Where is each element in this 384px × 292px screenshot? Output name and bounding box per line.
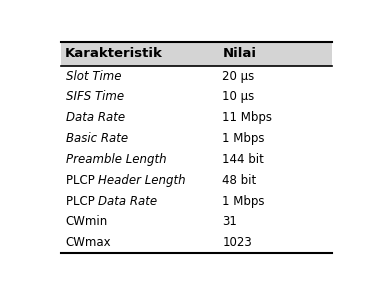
Text: PLCP: PLCP [66, 194, 98, 208]
Text: 1023: 1023 [222, 236, 252, 249]
Text: Nilai: Nilai [222, 47, 257, 60]
Bar [61, 170, 332, 191]
Text: 20 μs: 20 μs [222, 70, 255, 83]
Text: Preamble Length: Preamble Length [66, 153, 166, 166]
Bar [61, 232, 332, 253]
Text: CWmin: CWmin [66, 215, 108, 228]
Bar [61, 128, 332, 149]
Text: SIFS Time: SIFS Time [66, 91, 124, 103]
Bar [61, 66, 332, 86]
Bar [61, 107, 332, 128]
Text: 31: 31 [222, 215, 237, 228]
Text: Data Rate: Data Rate [98, 194, 157, 208]
Text: PLCP: PLCP [66, 174, 98, 187]
Bar [61, 42, 332, 66]
Text: CWmax: CWmax [66, 236, 111, 249]
Text: Basic Rate: Basic Rate [66, 132, 128, 145]
Bar [61, 86, 332, 107]
Text: 48 bit: 48 bit [222, 174, 257, 187]
Text: Karakteristik: Karakteristik [65, 47, 163, 60]
Bar [61, 191, 332, 211]
Text: 11 Mbps: 11 Mbps [222, 111, 273, 124]
Text: 10 μs: 10 μs [222, 91, 255, 103]
Bar [61, 149, 332, 170]
Text: Slot Time: Slot Time [66, 70, 121, 83]
Bar [61, 211, 332, 232]
Text: 1 Mbps: 1 Mbps [222, 132, 265, 145]
Text: Header Length: Header Length [98, 174, 186, 187]
Text: Data Rate: Data Rate [66, 111, 125, 124]
Text: 1 Mbps: 1 Mbps [222, 194, 265, 208]
Text: 144 bit: 144 bit [222, 153, 264, 166]
